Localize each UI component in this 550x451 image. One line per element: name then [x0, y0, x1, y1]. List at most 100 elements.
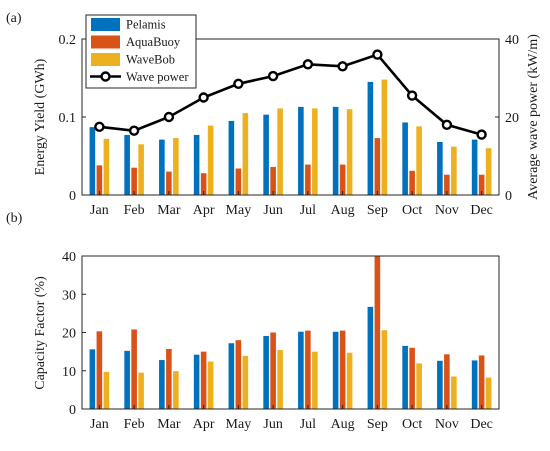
wave-power-point-jun [267, 70, 279, 82]
bar-pelamis-nov [437, 360, 443, 409]
legend-marker [100, 71, 111, 82]
right-y-tick-label: 40 [505, 33, 519, 48]
x-tick-label: Feb [124, 203, 145, 218]
x-tick-label: Oct [402, 417, 422, 432]
wave-power-line [99, 53, 482, 136]
y-tick-label: 40 [62, 250, 76, 265]
bar-aquabuoy-jul [305, 164, 311, 195]
panel-b-y-axis-label: Capacity Factor (%) [33, 276, 48, 390]
x-tick-label: Dec [470, 417, 493, 432]
bar-aquabuoy-dec [478, 355, 485, 409]
x-tick-label: Mar [157, 417, 181, 432]
bar-pelamis-may [228, 343, 235, 409]
y-tick-label: 30 [62, 288, 76, 303]
bar-wavebob-nov [451, 376, 457, 409]
x-tick-label: Mar [157, 203, 181, 218]
bar-wavebob-jan [103, 371, 110, 409]
bar-wavebob-oct [416, 126, 422, 195]
bar-wavebob-may [242, 113, 249, 195]
bar-pelamis-jan [89, 127, 96, 195]
panel-a-right-y-axis-label: Average wave power (kW/m) [526, 34, 541, 200]
bar-wavebob-mar [173, 371, 179, 409]
bar-pelamis-sep [367, 81, 374, 195]
bar-pelamis-feb [124, 134, 130, 195]
bar-pelamis-dec [471, 139, 478, 195]
x-tick-label: Jun [263, 203, 282, 218]
bar-wavebob-mar [173, 138, 179, 195]
x-tick-label: May [226, 417, 252, 432]
y-tick-label: 20 [62, 327, 76, 342]
panel-b-label: (b) [6, 211, 23, 226]
x-tick-label: Nov [435, 203, 459, 218]
wave-power-point-nov [441, 119, 453, 131]
bar-aquabuoy-apr [200, 173, 207, 195]
x-tick-label: Aug [331, 203, 355, 218]
bar-wavebob-dec [485, 377, 492, 409]
bar-pelamis-jul [298, 106, 304, 195]
legend-swatch-aquabuoy [91, 35, 120, 49]
bar-aquabuoy-may [235, 168, 242, 195]
legend-entry: WaveBob [126, 53, 175, 67]
x-tick-label: May [226, 203, 252, 218]
bar-aquabuoy-nov [444, 174, 450, 195]
bar-wavebob-aug [346, 109, 353, 195]
right-y-tick-label: 20 [505, 111, 519, 126]
bar-wavebob-aug [346, 352, 353, 409]
legend-swatch-wavebob [91, 53, 120, 66]
x-tick-label: Sep [367, 417, 388, 432]
bar-pelamis-oct [402, 122, 408, 195]
wave-power-point-sep [372, 49, 383, 60]
bar-wavebob-sep [381, 79, 388, 195]
y-tick-label: 0 [69, 403, 76, 418]
bar-wavebob-may [242, 355, 249, 409]
wave-power-point-mar [163, 111, 175, 123]
bar-wavebob-sep [381, 330, 388, 409]
x-tick-label: Jan [90, 203, 109, 218]
bar-wavebob-jun [277, 350, 283, 409]
wave-power-point-jan [94, 121, 105, 133]
bar-pelamis-mar [159, 139, 165, 195]
bar-pelamis-dec [471, 360, 478, 409]
bar-aquabuoy-oct [409, 170, 415, 195]
bar-aquabuoy-sep [374, 256, 381, 409]
legend: Pelamis AquaBuoy WaveBob Wave power [85, 14, 197, 89]
bar-pelamis-aug [332, 106, 339, 195]
bar-pelamis-oct [402, 345, 408, 409]
bar-aquabuoy-mar [166, 171, 172, 195]
bar-pelamis-apr [193, 354, 200, 409]
bar-aquabuoy-sep [374, 138, 381, 195]
wave-power-point-apr [198, 92, 209, 103]
bar-pelamis-jun [263, 114, 269, 195]
bar-aquabuoy-jan [96, 331, 103, 409]
x-tick-label: Sep [367, 203, 388, 218]
bar-wavebob-jul [312, 351, 318, 410]
bar-aquabuoy-dec [478, 174, 485, 195]
x-tick-label: Jul [300, 203, 316, 218]
bar-aquabuoy-feb [131, 167, 137, 195]
wave-power-point-aug [337, 61, 348, 72]
bar-wavebob-dec [485, 148, 492, 195]
bar-aquabuoy-jan [96, 165, 103, 195]
bar-wavebob-apr [207, 125, 214, 195]
bar-aquabuoy-aug [339, 330, 346, 409]
bar-aquabuoy-oct [409, 347, 415, 409]
bar-pelamis-aug [332, 331, 339, 409]
bar-pelamis-jul [298, 331, 304, 409]
bar-aquabuoy-aug [339, 164, 346, 195]
wave-power-point-oct [406, 90, 418, 101]
bar-wavebob-jan [103, 138, 110, 195]
right-y-tick-label: 0 [505, 189, 512, 204]
wave-power-point-dec [476, 129, 487, 140]
bar-pelamis-feb [124, 350, 130, 409]
x-tick-label: Apr [193, 417, 215, 432]
bar-aquabuoy-jun [270, 166, 276, 195]
bar-aquabuoy-may [235, 340, 242, 409]
bar-aquabuoy-jul [305, 330, 311, 409]
wave-power-point-jul [302, 59, 314, 70]
bar-pelamis-sep [367, 306, 374, 409]
bar-aquabuoy-apr [200, 351, 207, 410]
bar-pelamis-mar [159, 360, 165, 409]
x-tick-label: Jun [263, 417, 282, 432]
x-tick-label: Aug [331, 417, 355, 432]
